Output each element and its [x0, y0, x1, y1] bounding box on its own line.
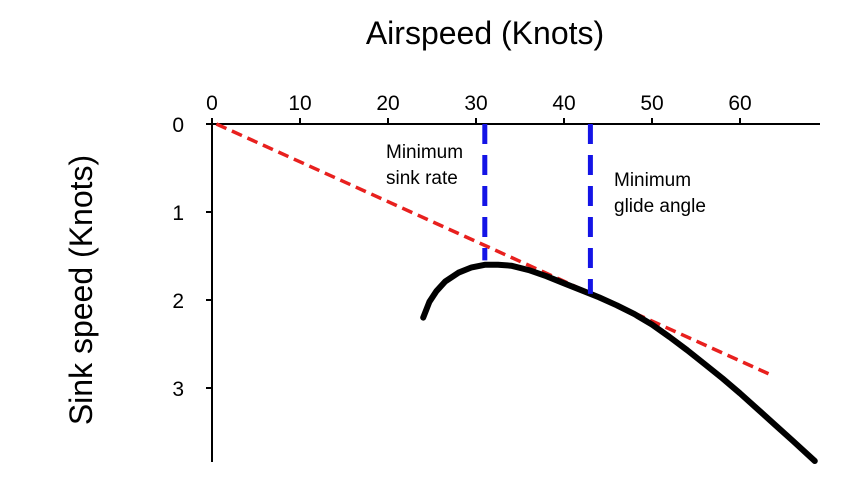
x-tick-label: 10	[288, 92, 311, 115]
y-tick-label: 1	[172, 202, 184, 225]
annotation-line: sink rate	[386, 168, 458, 189]
tangent-line	[216, 124, 770, 375]
polar-curve	[423, 265, 815, 461]
x-tick-label: 40	[552, 92, 575, 115]
y-tick-label: 0	[172, 114, 184, 137]
x-tick-label: 0	[206, 92, 218, 115]
annotation-line: glide angle	[614, 196, 706, 217]
annotation-line: Minimum	[614, 170, 691, 191]
y-tick-label: 3	[172, 378, 184, 401]
annotation-min-sink-rate: Minimum sink rate	[386, 142, 468, 189]
x-ticks: 0 10 20 30 40 50 60	[206, 92, 752, 124]
annotation-min-glide-angle: Minimum glide angle	[614, 170, 706, 217]
y-tick-label: 2	[172, 290, 184, 313]
y-ticks: 0 1 2 3	[172, 114, 212, 401]
y-axis-title: Sink speed (Knots)	[63, 155, 99, 425]
x-tick-label: 30	[464, 92, 487, 115]
x-tick-label: 50	[640, 92, 663, 115]
x-axis-title: Airspeed (Knots)	[366, 15, 604, 51]
x-tick-label: 60	[728, 92, 751, 115]
annotation-line: Minimum	[386, 142, 463, 163]
x-tick-label: 20	[376, 92, 399, 115]
